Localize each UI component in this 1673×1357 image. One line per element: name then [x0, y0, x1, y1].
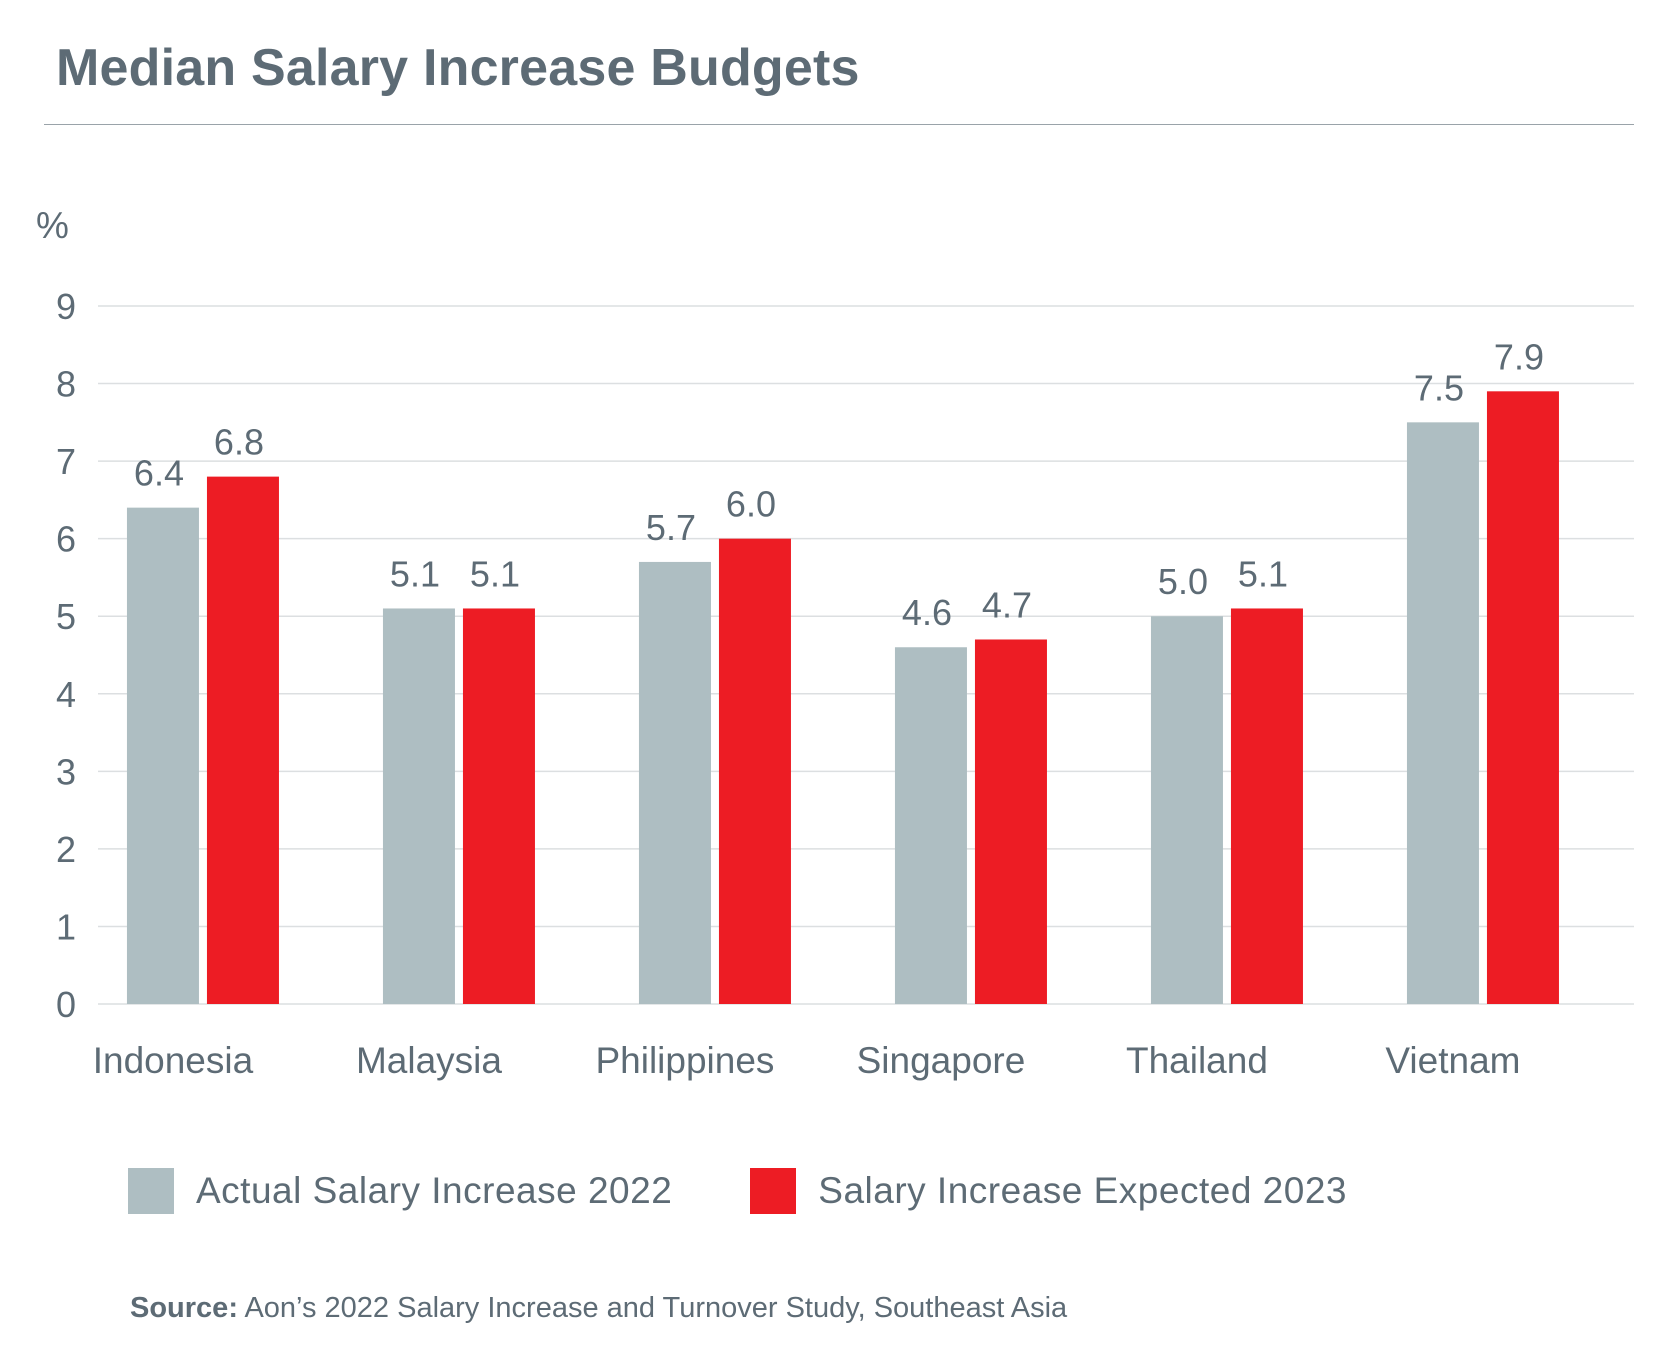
y-tick-label: 5 — [56, 596, 76, 637]
x-tick-label-singapore: Singapore — [857, 1040, 1026, 1081]
x-tick-label-philippines: Philippines — [595, 1040, 774, 1081]
bar-philippines-expected — [718, 538, 791, 1004]
y-tick-label: 1 — [56, 906, 76, 947]
data-label: 7.5 — [1414, 367, 1464, 408]
y-tick-label: 0 — [56, 984, 76, 1025]
bars — [126, 391, 1559, 1005]
data-label: 6.8 — [214, 422, 264, 463]
y-axis-unit-label: % — [36, 205, 69, 246]
source-label: Source: — [130, 1292, 238, 1324]
bar-indonesia-actual — [126, 507, 199, 1004]
x-tick-label-indonesia: Indonesia — [93, 1040, 254, 1081]
bar-indonesia-expected — [206, 476, 279, 1005]
y-tick-label: 2 — [56, 829, 76, 870]
data-label: 7.9 — [1494, 336, 1544, 377]
legend-swatch-actual — [128, 1168, 174, 1214]
bar-chart: % 0 1 2 3 4 5 6 7 8 9 6.4 6.8 5.1 5.1 5.7 6.0 4.6 4.7 5.0… — [36, 205, 1634, 1081]
data-label: 5.1 — [390, 553, 440, 594]
data-labels: 6.4 6.8 5.1 5.1 5.7 6.0 4.6 4.7 5.0 5.1 7.5 7.9 — [134, 336, 1544, 633]
y-tick-label: 3 — [56, 751, 76, 792]
source-text: Aon’s 2022 Salary Increase and Turnover … — [244, 1292, 1068, 1324]
y-tick-label: 9 — [56, 286, 76, 327]
bar-malaysia-actual — [382, 608, 455, 1004]
bar-vietnam-actual — [1406, 422, 1479, 1004]
bar-singapore-expected — [974, 639, 1047, 1004]
y-tick-label: 8 — [56, 364, 76, 405]
x-axis-ticks: Indonesia Malaysia Philippines Singapore Tha… — [93, 1040, 1521, 1081]
legend-swatch-expected — [750, 1168, 797, 1214]
data-label: 4.6 — [902, 592, 952, 633]
bar-thailand-expected — [1230, 608, 1303, 1004]
title-divider — [44, 124, 1634, 125]
y-axis-ticks: 0 1 2 3 4 5 6 7 8 9 — [56, 286, 76, 1025]
bar-thailand-actual — [1150, 616, 1223, 1004]
data-label: 5.7 — [646, 507, 696, 548]
x-tick-label-vietnam: Vietnam — [1385, 1040, 1520, 1081]
x-tick-label-thailand: Thailand — [1126, 1040, 1268, 1081]
bar-vietnam-expected — [1486, 391, 1559, 1004]
legend: Actual Salary Increase 2022 Salary Incre… — [128, 1168, 1425, 1214]
data-label: 6.4 — [134, 453, 184, 494]
y-tick-label: 7 — [56, 441, 76, 482]
data-label: 6.0 — [726, 484, 776, 525]
data-label: 5.1 — [1238, 553, 1288, 594]
bar-malaysia-expected — [462, 608, 535, 1004]
bar-singapore-actual — [894, 647, 967, 1004]
y-tick-label: 6 — [56, 519, 76, 560]
data-label: 4.7 — [982, 584, 1032, 625]
chart-title: Median Salary Increase Budgets — [56, 39, 860, 97]
data-label: 5.1 — [470, 553, 520, 594]
source-note: Source: Aon’s 2022 Salary Increase and T… — [130, 1292, 1067, 1325]
legend-label-actual: Actual Salary Increase 2022 — [196, 1170, 673, 1211]
data-label: 5.0 — [1158, 561, 1208, 602]
legend-item-actual-2022: Actual Salary Increase 2022 — [128, 1168, 672, 1214]
legend-label-expected: Salary Increase Expected 2023 — [818, 1170, 1347, 1211]
gridlines — [98, 305, 1634, 1005]
x-tick-label-malaysia: Malaysia — [356, 1040, 502, 1081]
y-tick-label: 4 — [56, 674, 76, 715]
bar-philippines-actual — [638, 561, 711, 1004]
legend-item-expected-2023: Salary Increase Expected 2023 — [750, 1168, 1347, 1214]
